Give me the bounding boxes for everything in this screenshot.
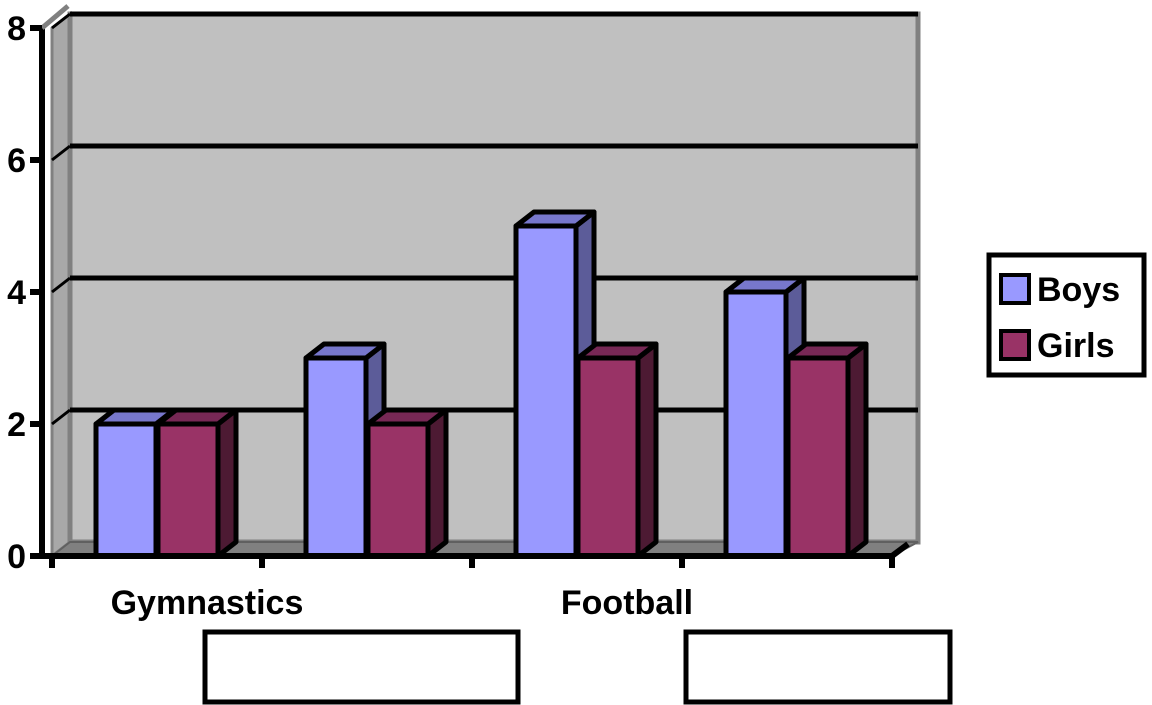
gridline-side bbox=[51, 276, 71, 294]
bar-front bbox=[575, 355, 641, 559]
bar-boys-1 bbox=[303, 341, 387, 559]
bar-front bbox=[365, 421, 431, 559]
legend-box: Boys Girls bbox=[986, 252, 1147, 378]
y-tick-label: 2 bbox=[7, 406, 26, 444]
y-tick-label: 6 bbox=[7, 142, 26, 180]
gridline-side bbox=[51, 408, 71, 426]
gridline-side bbox=[51, 12, 71, 30]
y-tick-label: 0 bbox=[7, 538, 26, 576]
axis-labels: 0 2 4 6 8 Gymnastics Football bbox=[7, 10, 693, 622]
axes bbox=[30, 4, 910, 568]
bar-front bbox=[513, 223, 579, 559]
wall-edge bbox=[40, 4, 70, 30]
bar-front bbox=[93, 421, 159, 559]
bar-top bbox=[785, 341, 869, 361]
blank-label-box[interactable] bbox=[683, 629, 953, 705]
bar-side bbox=[215, 407, 239, 559]
bar-top bbox=[575, 341, 659, 361]
legend-swatch-girls bbox=[999, 329, 1031, 361]
legend-swatch-boys bbox=[999, 273, 1031, 305]
x-axis-end bbox=[890, 541, 910, 559]
bar-front bbox=[723, 289, 789, 559]
bar-girls-3 bbox=[785, 341, 869, 559]
y-tick-label: 4 bbox=[7, 274, 26, 312]
bar-top bbox=[513, 209, 597, 229]
bar-side bbox=[635, 341, 659, 559]
blank-label-boxes bbox=[202, 629, 953, 705]
bar-side bbox=[845, 341, 869, 559]
legend-label-girls: Girls bbox=[1037, 327, 1114, 365]
bar-girls-1 bbox=[365, 407, 449, 559]
bars bbox=[93, 209, 869, 559]
bar-front bbox=[155, 421, 221, 559]
bar-side bbox=[425, 407, 449, 559]
bar-front bbox=[303, 355, 369, 559]
legend-label-boys: Boys bbox=[1037, 271, 1120, 309]
legend: Boys Girls bbox=[986, 252, 1147, 378]
gridline-side bbox=[51, 144, 71, 162]
bar-top bbox=[723, 275, 807, 295]
x-category-label: Football bbox=[561, 584, 693, 622]
bar-girls-2 bbox=[575, 341, 659, 559]
bar-girls-0 bbox=[155, 407, 239, 559]
bar-top bbox=[365, 407, 449, 427]
bar-front bbox=[785, 355, 851, 559]
bar-top bbox=[303, 341, 387, 361]
blank-label-box[interactable] bbox=[202, 629, 521, 705]
bar-top bbox=[155, 407, 239, 427]
y-tick-label: 8 bbox=[7, 10, 26, 48]
x-category-label: Gymnastics bbox=[111, 584, 304, 622]
